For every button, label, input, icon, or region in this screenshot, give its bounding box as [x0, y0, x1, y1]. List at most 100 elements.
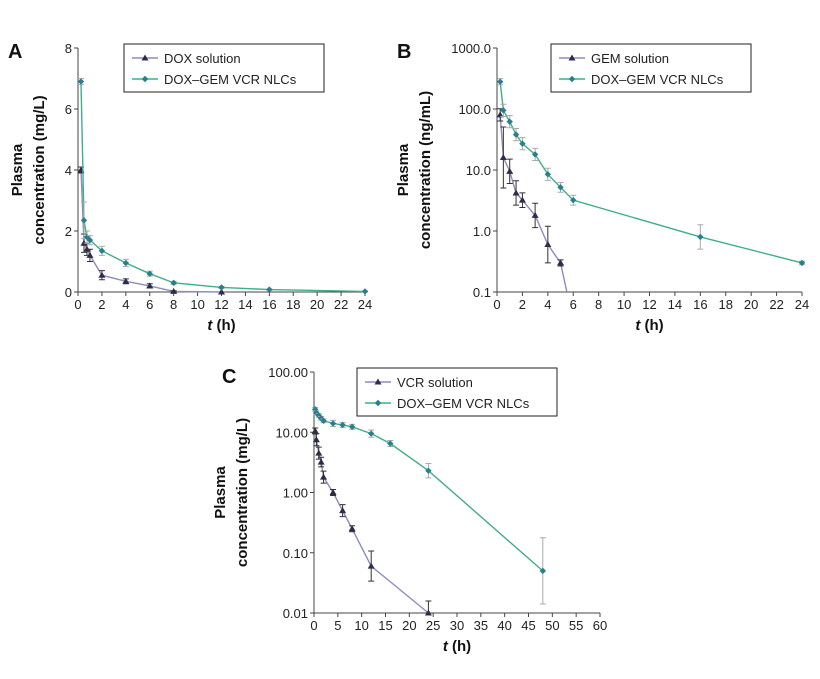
- legend-diamond-icon: [374, 399, 382, 407]
- data-point-triangle: [170, 287, 178, 294]
- panel-label: A: [8, 41, 22, 63]
- data-point-triangle: [317, 458, 325, 465]
- panel-C: C 0 5 10 15 20 25 30 35 40 45 50 55 60 0.01 0.10 1.00 10.…: [212, 365, 607, 655]
- y-tick-label: 10.00: [275, 425, 308, 440]
- series-line: [80, 81, 366, 293]
- y-tick-label: 0.01: [283, 606, 308, 621]
- data-point-diamond: [496, 78, 504, 85]
- y-tick-label: 1000.0: [451, 41, 491, 56]
- data-point-diamond: [500, 107, 507, 114]
- x-axis-label: t (h): [207, 317, 235, 334]
- panel-label: B: [397, 41, 411, 63]
- legend-triangle-icon: [141, 54, 149, 61]
- legend-entry: VCR solution: [397, 375, 473, 390]
- data-point-diamond: [98, 247, 106, 255]
- data-point-diamond: [512, 131, 520, 138]
- series-solution: [496, 108, 568, 293]
- x-tick-label: 8: [170, 297, 177, 312]
- data-point-diamond: [266, 286, 273, 293]
- legend-entry: DOX–GEM VCR NLCs: [164, 72, 297, 87]
- data-point-triangle: [544, 241, 552, 248]
- y-tick-label: 0.10: [283, 546, 308, 561]
- legend-entry: DOX solution: [164, 51, 241, 66]
- data-point-diamond: [77, 78, 85, 85]
- series-line: [314, 409, 544, 572]
- x-tick-label: 35: [474, 618, 488, 633]
- x-tick-label: 24: [358, 297, 372, 312]
- data-point-triangle: [312, 436, 320, 443]
- data-point-diamond: [557, 184, 564, 191]
- series-nlc: [77, 78, 369, 295]
- x-axis-label-var: t: [443, 638, 449, 655]
- x-tick-label: 2: [98, 297, 105, 312]
- data-point-diamond: [387, 440, 394, 447]
- x-tick-label: 10: [617, 297, 631, 312]
- legend: GEM solution DOX–GEM VCR NLCs: [550, 43, 752, 93]
- x-tick-label: 15: [378, 618, 392, 633]
- y-tick-label: 1.0: [473, 224, 491, 239]
- x-axis-label-unit: (h): [640, 317, 663, 334]
- x-tick-label: 16: [262, 297, 276, 312]
- x-axis-label-unit: (h): [448, 638, 471, 655]
- x-tick-label: 8: [595, 297, 602, 312]
- x-tick-label: 50: [545, 618, 559, 633]
- panel-B: B0 2 4 6 8 10 12 14 16 18 20 22 240.11.010.0100.0100…: [395, 41, 809, 334]
- legend: VCR solution DOX–GEM VCR NLCs: [356, 367, 558, 417]
- y-axis-label: concentration (ng/mL): [417, 91, 434, 249]
- x-axis-label-var: t: [207, 317, 213, 334]
- x-tick-label: 55: [569, 618, 583, 633]
- data-point-triangle: [98, 271, 106, 278]
- x-tick-label: 4: [544, 297, 551, 312]
- data-point-diamond: [339, 421, 346, 429]
- x-tick-label: 6: [146, 297, 153, 312]
- x-tick-label: 20: [310, 297, 324, 312]
- data-point-triangle: [499, 154, 507, 161]
- data-point-triangle: [329, 489, 337, 495]
- data-point-diamond: [519, 140, 526, 147]
- y-tick-label: 8: [65, 41, 72, 56]
- x-tick-label: 5: [334, 618, 341, 633]
- x-tick-label: 20: [744, 297, 758, 312]
- x-axis-label: t (h): [443, 638, 471, 655]
- data-point-triangle: [557, 259, 565, 266]
- x-tick-label: 10: [354, 618, 368, 633]
- y-tick-label: 4: [65, 163, 72, 178]
- x-tick-label: 6: [570, 297, 577, 312]
- data-point-triangle: [86, 251, 94, 258]
- legend: DOX solution DOX–GEM VCR NLCs: [123, 43, 325, 93]
- data-point-diamond: [368, 430, 375, 437]
- series-line: [499, 81, 803, 264]
- x-tick-label: 0: [74, 297, 81, 312]
- data-point-triangle: [424, 609, 432, 616]
- y-axis-label: Plasma: [212, 466, 229, 519]
- x-tick-label: 14: [238, 297, 252, 312]
- legend-triangle-icon: [374, 378, 382, 385]
- data-point-triangle: [496, 111, 504, 118]
- legend-box: [123, 43, 325, 93]
- data-point-diamond: [320, 417, 327, 424]
- y-tick-label: 0: [65, 285, 72, 300]
- y-tick-label: 10.0: [466, 163, 491, 178]
- y-axis-label: concentration (mg/L): [234, 418, 251, 567]
- x-tick-label: 12: [214, 297, 228, 312]
- x-tick-label: 45: [521, 618, 535, 633]
- x-tick-label: 25: [426, 618, 440, 633]
- data-point-triangle: [367, 562, 375, 569]
- y-tick-label: 2: [65, 224, 72, 239]
- series-solution: [311, 427, 432, 616]
- legend-triangle-icon: [568, 54, 576, 61]
- x-tick-label: 24: [795, 297, 809, 312]
- data-point-diamond: [544, 171, 552, 178]
- data-point-triangle: [320, 473, 328, 480]
- x-tick-label: 0: [310, 618, 317, 633]
- x-tick-label: 0: [493, 297, 500, 312]
- legend-entry: DOX–GEM VCR NLCs: [591, 72, 724, 87]
- data-point-diamond: [425, 467, 432, 474]
- data-point-diamond: [80, 217, 88, 224]
- y-tick-label: 1.00: [283, 486, 308, 501]
- x-tick-label: 18: [286, 297, 300, 312]
- data-point-triangle: [512, 189, 520, 196]
- series-nlc: [496, 78, 806, 267]
- x-tick-label: 10: [190, 297, 204, 312]
- series-solution: [77, 166, 225, 295]
